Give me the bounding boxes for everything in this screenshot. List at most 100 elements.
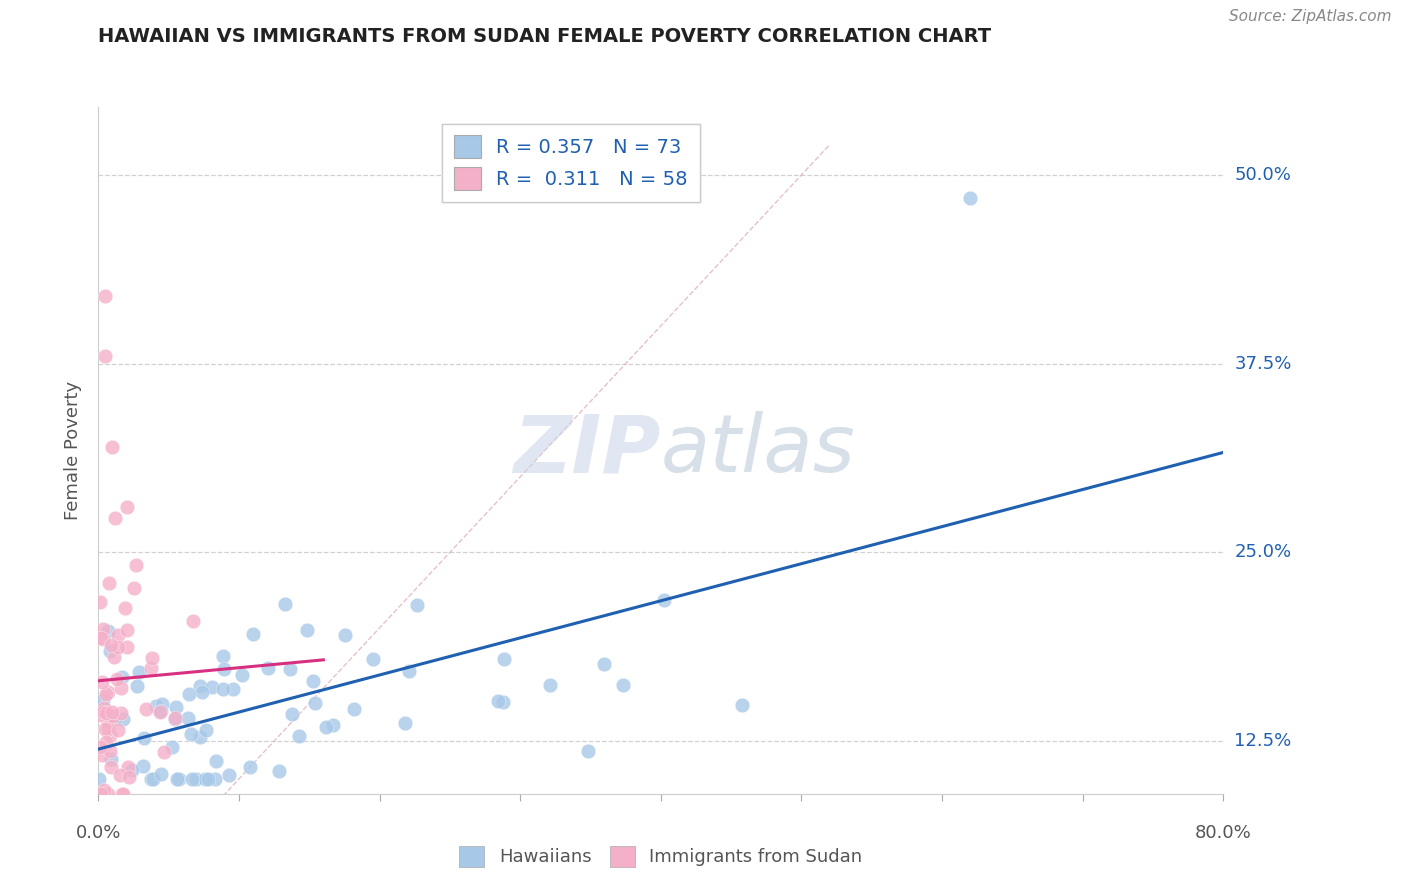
Point — [204, 754, 226, 768]
Point — [107, 723, 129, 737]
Point — [181, 772, 204, 786]
Point — [87, 772, 110, 786]
Point — [98, 728, 121, 742]
Point — [101, 440, 124, 454]
Point — [612, 677, 634, 691]
Point — [269, 764, 291, 778]
Legend: R = 0.357   N = 73, R =  0.311   N = 58: R = 0.357 N = 73, R = 0.311 N = 58 — [441, 124, 700, 202]
Point — [111, 787, 134, 801]
Point — [195, 723, 218, 737]
Point — [398, 664, 420, 678]
Point — [97, 714, 120, 729]
Point — [150, 697, 173, 711]
Point — [108, 768, 131, 782]
Point — [149, 705, 172, 719]
Point — [576, 744, 599, 758]
Point — [166, 772, 188, 786]
Point — [91, 787, 114, 801]
Text: 0.0%: 0.0% — [76, 824, 121, 842]
Point — [361, 652, 384, 666]
Point — [96, 687, 118, 701]
Point — [124, 558, 146, 573]
Point — [335, 628, 357, 642]
Text: HAWAIIAN VS IMMIGRANTS FROM SUDAN FEMALE POVERTY CORRELATION CHART: HAWAIIAN VS IMMIGRANTS FROM SUDAN FEMALE… — [98, 27, 991, 45]
Point — [101, 709, 124, 723]
Point — [91, 748, 114, 763]
Point — [169, 772, 191, 786]
Point — [100, 760, 122, 774]
Point — [145, 699, 167, 714]
Point — [166, 700, 188, 714]
Point — [394, 715, 416, 730]
Point — [212, 682, 235, 697]
Point — [100, 752, 122, 766]
Point — [181, 615, 204, 629]
Point — [89, 707, 111, 722]
Point — [89, 739, 111, 754]
Point — [115, 500, 138, 514]
Point — [132, 731, 155, 745]
Point — [486, 694, 509, 708]
Point — [538, 678, 561, 692]
Point — [93, 701, 115, 715]
Point — [100, 638, 122, 652]
Text: 80.0%: 80.0% — [1195, 824, 1251, 842]
Point — [295, 624, 318, 638]
Point — [110, 681, 132, 696]
Point — [141, 650, 163, 665]
Point — [121, 763, 143, 777]
Point — [98, 644, 121, 658]
Point — [111, 671, 134, 685]
Point — [160, 739, 183, 754]
Point — [142, 772, 165, 786]
Point — [177, 687, 200, 701]
Point — [111, 787, 134, 801]
Point — [91, 632, 114, 647]
Point — [218, 768, 240, 782]
Point — [405, 598, 427, 612]
Point — [128, 665, 150, 680]
Point — [103, 650, 125, 665]
Point — [343, 701, 366, 715]
Point — [163, 711, 186, 725]
Point — [177, 711, 200, 725]
Point — [288, 729, 311, 743]
Point — [180, 726, 202, 740]
Point — [89, 595, 111, 609]
Point — [98, 744, 121, 758]
Point — [231, 668, 253, 682]
Point — [188, 730, 211, 744]
Point — [239, 760, 262, 774]
Point — [149, 705, 172, 719]
Point — [94, 734, 117, 748]
Point — [103, 510, 125, 524]
Point — [194, 772, 217, 786]
Text: 25.0%: 25.0% — [1234, 543, 1292, 561]
Point — [110, 706, 132, 721]
Point — [188, 679, 211, 693]
Point — [97, 685, 120, 699]
Point — [127, 679, 149, 693]
Point — [652, 592, 675, 607]
Text: Source: ZipAtlas.com: Source: ZipAtlas.com — [1229, 9, 1392, 24]
Point — [107, 672, 129, 686]
Point — [114, 601, 136, 615]
Point — [124, 582, 146, 596]
Point — [315, 720, 337, 734]
Point — [301, 674, 323, 689]
Point — [100, 706, 122, 720]
Point — [131, 759, 153, 773]
Point — [97, 787, 120, 801]
Point — [91, 705, 114, 719]
Point — [184, 772, 207, 786]
Point — [107, 628, 129, 642]
Point — [278, 662, 301, 676]
Point — [94, 349, 117, 363]
Point — [93, 782, 115, 797]
Point — [492, 695, 515, 709]
Point — [204, 772, 226, 786]
Point — [197, 772, 219, 786]
Point — [94, 723, 117, 737]
Point — [90, 675, 112, 690]
Point — [117, 759, 139, 773]
